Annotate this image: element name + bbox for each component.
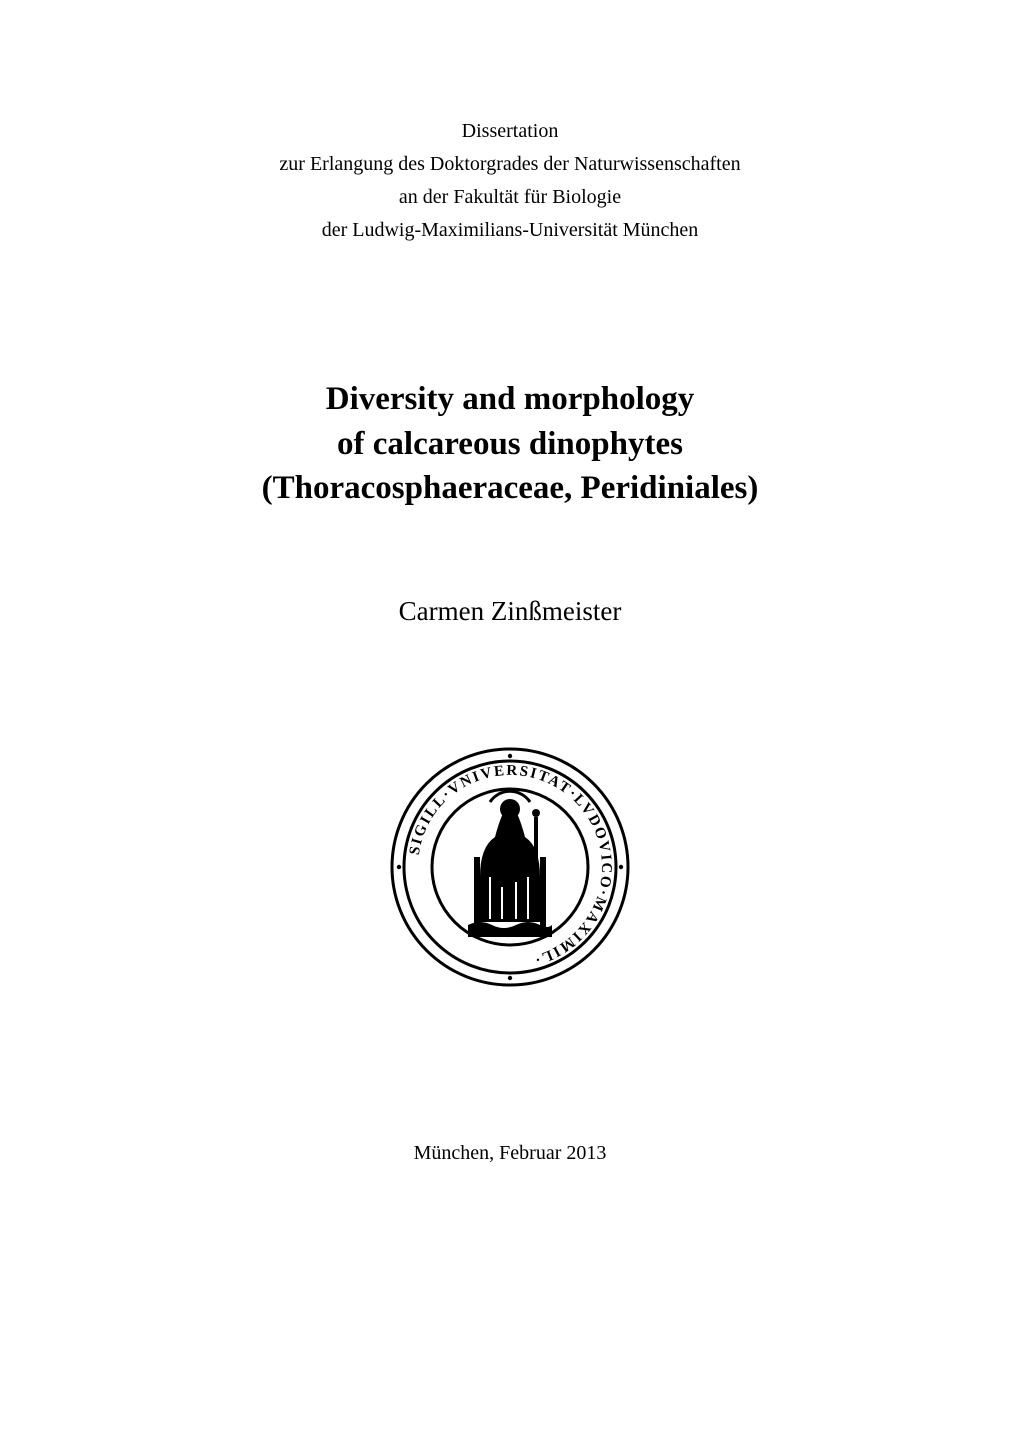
dissertation-header: Dissertation zur Erlangung des Doktorgra… <box>130 115 890 247</box>
header-line-1: Dissertation <box>130 115 890 148</box>
title-line-3: (Thoracosphaeraceae, Peridiniales) <box>130 466 890 511</box>
footer-place-date: München, Februar 2013 <box>130 1142 890 1165</box>
header-line-2: zur Erlangung des Doktorgrades der Natur… <box>130 148 890 181</box>
header-line-3: an der Fakultät für Biologie <box>130 181 890 214</box>
author-name: Carmen Zinßmeister <box>130 596 890 627</box>
title-line-2: of calcareous dinophytes <box>130 422 890 467</box>
title-line-1: Diversity and morphology <box>130 377 890 422</box>
header-line-4: der Ludwig-Maximilians-Universität Münch… <box>130 214 890 247</box>
dissertation-title: Diversity and morphology of calcareous d… <box>130 377 890 511</box>
seal-container: SIGILL·VNIVERSITAT·LVDOVICO·MAXIMIL· <box>130 747 890 987</box>
lmu-seal-icon: SIGILL·VNIVERSITAT·LVDOVICO·MAXIMIL· <box>390 747 630 987</box>
